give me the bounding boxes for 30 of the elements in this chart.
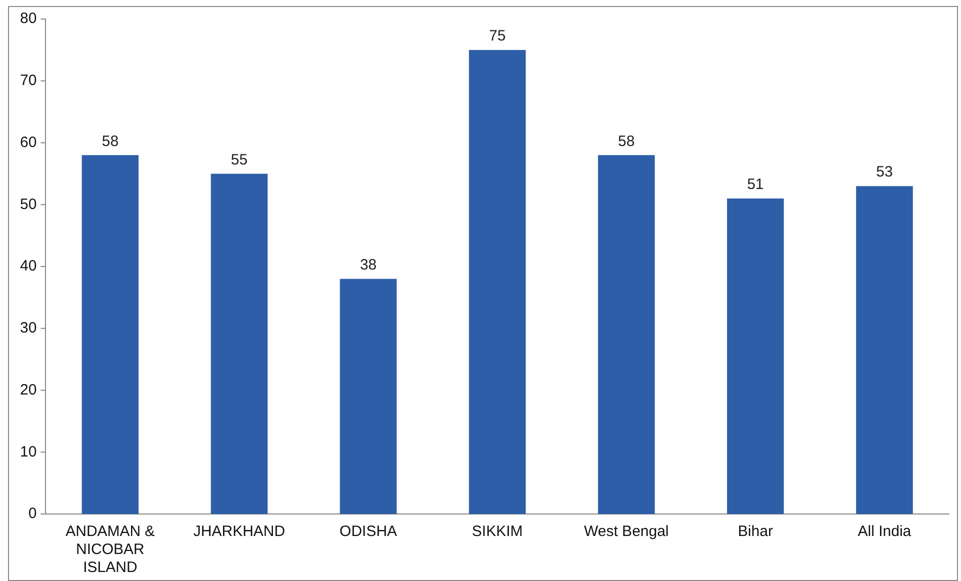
data-label: 38 bbox=[360, 256, 377, 274]
y-tick-label: 70 bbox=[20, 72, 37, 90]
bar bbox=[598, 155, 655, 514]
data-label: 58 bbox=[102, 132, 119, 150]
x-tick-label: Bihar bbox=[738, 523, 773, 540]
bar bbox=[727, 198, 784, 514]
bar bbox=[340, 278, 397, 514]
y-tick-label: 80 bbox=[20, 10, 37, 28]
x-tick-label: ANDAMAN & NICOBAR ISLAND bbox=[66, 523, 155, 576]
bar bbox=[468, 50, 526, 514]
bar bbox=[210, 174, 268, 514]
y-tick-label: 10 bbox=[20, 443, 37, 460]
data-label: 51 bbox=[747, 176, 764, 194]
y-tick-label: 30 bbox=[20, 320, 37, 337]
x-tick-label: JHARKHAND bbox=[193, 523, 286, 540]
bar bbox=[856, 186, 913, 514]
x-tick-label: All India bbox=[858, 523, 912, 540]
bar bbox=[82, 155, 139, 514]
data-label: 58 bbox=[618, 132, 635, 150]
y-tick-label: 20 bbox=[20, 381, 37, 398]
y-tick-label: 50 bbox=[20, 196, 37, 213]
x-tick-label: SIKKIM bbox=[472, 523, 523, 540]
y-tick-label: 0 bbox=[28, 505, 37, 522]
data-label: 53 bbox=[876, 164, 893, 181]
y-tick-label: 40 bbox=[20, 258, 37, 275]
x-tick-label: ODISHA bbox=[340, 523, 398, 540]
data-label: 75 bbox=[489, 28, 506, 45]
x-tick-label: West Bengal bbox=[584, 523, 669, 540]
data-label: 55 bbox=[230, 151, 248, 168]
y-tick-label: 60 bbox=[20, 134, 37, 151]
